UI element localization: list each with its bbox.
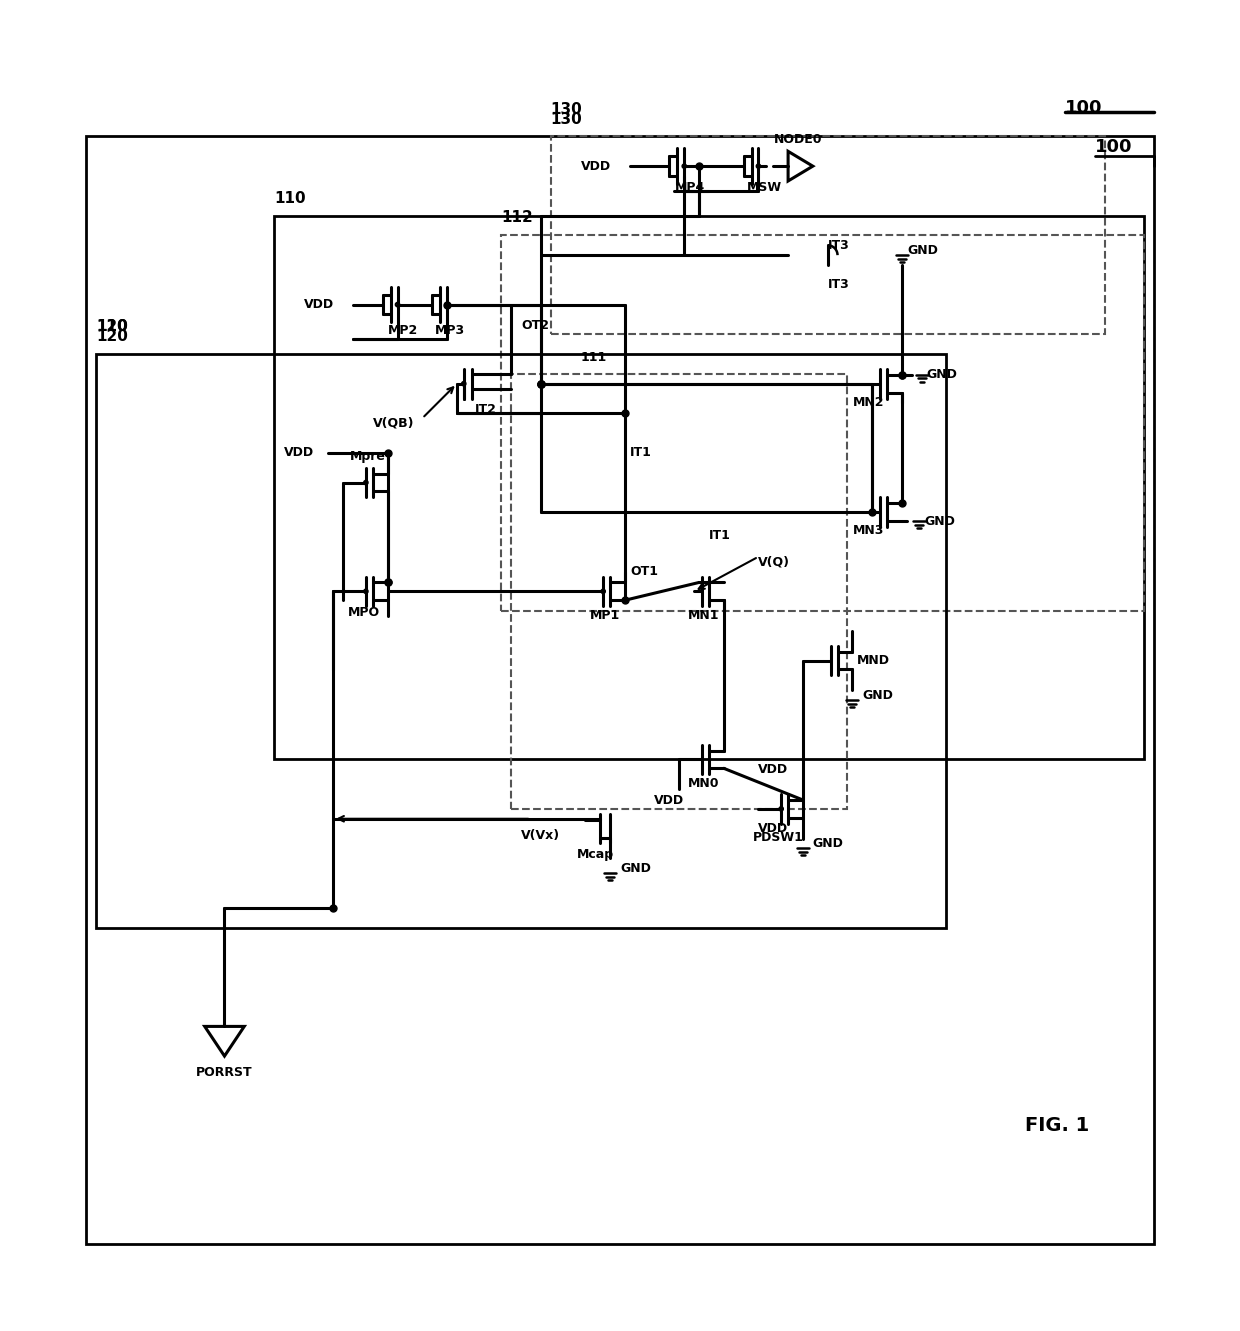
Circle shape — [463, 382, 465, 386]
Bar — [274, 216, 1145, 760]
Text: MSW: MSW — [746, 181, 781, 194]
Text: GND: GND — [812, 837, 843, 851]
Text: OT2: OT2 — [521, 319, 549, 333]
Text: IT3: IT3 — [827, 278, 849, 291]
Text: VDD: VDD — [580, 160, 610, 173]
Text: PDSW1: PDSW1 — [753, 831, 804, 844]
Bar — [95, 354, 946, 928]
Text: 130: 130 — [551, 112, 583, 126]
Text: GND: GND — [620, 861, 651, 874]
Text: FIG. 1: FIG. 1 — [1025, 1115, 1090, 1135]
Text: 120: 120 — [95, 329, 128, 345]
Text: IT1: IT1 — [709, 528, 730, 542]
Text: V(Vx): V(Vx) — [521, 829, 560, 841]
Text: VDD: VDD — [284, 446, 314, 459]
Text: GND: GND — [926, 369, 957, 381]
Text: IT3: IT3 — [827, 238, 849, 252]
Bar — [511, 374, 847, 809]
Text: MP2: MP2 — [388, 325, 418, 337]
Text: 120: 120 — [95, 319, 128, 334]
Circle shape — [445, 303, 449, 306]
Text: VDD: VDD — [759, 823, 789, 835]
Bar — [86, 137, 1154, 1244]
Text: VDD: VDD — [759, 763, 789, 776]
Text: 130: 130 — [551, 101, 583, 117]
Text: MN3: MN3 — [853, 524, 884, 538]
Text: OT1: OT1 — [630, 566, 658, 579]
Text: MND: MND — [857, 654, 890, 667]
Text: V(QB): V(QB) — [373, 417, 414, 430]
Text: MP1: MP1 — [590, 610, 620, 622]
Bar — [551, 137, 1105, 334]
Text: IT2: IT2 — [475, 403, 496, 417]
Text: VDD: VDD — [655, 795, 684, 807]
Text: 100: 100 — [1095, 138, 1132, 156]
Text: MN2: MN2 — [853, 395, 884, 409]
Bar — [501, 236, 1145, 611]
Text: NODE0: NODE0 — [774, 133, 822, 146]
Text: 100: 100 — [1065, 98, 1102, 117]
Text: GND: GND — [908, 244, 939, 257]
Text: MN1: MN1 — [688, 610, 719, 622]
Text: GND: GND — [925, 515, 956, 527]
Circle shape — [365, 480, 367, 484]
Text: Mpre: Mpre — [350, 450, 386, 463]
Circle shape — [601, 590, 605, 594]
Text: 110: 110 — [274, 190, 305, 206]
Text: MP3: MP3 — [435, 325, 465, 337]
Text: V(Q): V(Q) — [759, 555, 790, 568]
Text: GND: GND — [862, 688, 893, 701]
Text: 110: 110 — [95, 319, 128, 334]
Text: VDD: VDD — [304, 298, 334, 311]
Circle shape — [780, 807, 782, 811]
Text: 112: 112 — [501, 210, 533, 225]
Text: Mcap: Mcap — [577, 848, 614, 861]
Circle shape — [365, 590, 367, 594]
Circle shape — [396, 303, 399, 306]
Text: IT1: IT1 — [630, 446, 652, 459]
Text: PORRST: PORRST — [196, 1066, 253, 1079]
Text: MPO: MPO — [348, 606, 381, 619]
Text: MP4: MP4 — [675, 181, 704, 194]
Circle shape — [682, 164, 686, 168]
Text: MN0: MN0 — [688, 777, 719, 791]
Text: 111: 111 — [580, 351, 606, 363]
Circle shape — [756, 164, 760, 168]
